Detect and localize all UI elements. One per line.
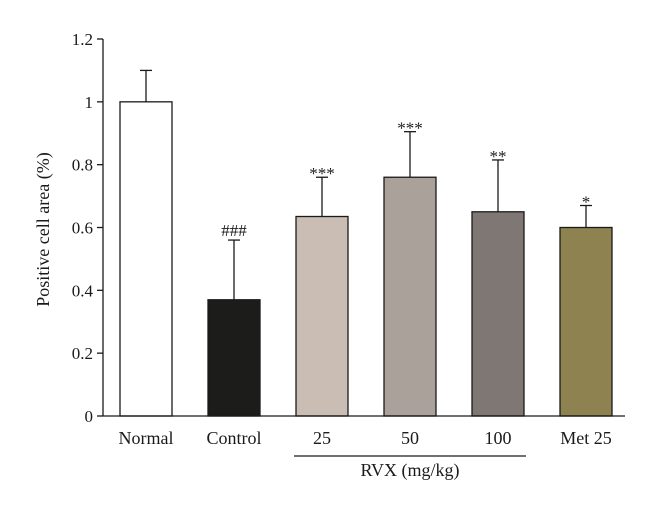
y-tick-label: 1 (85, 93, 94, 112)
y-ticks: 0 0.2 0.4 0.6 0.8 1 1.2 (72, 30, 103, 426)
bar (383, 176, 437, 417)
bar (119, 101, 173, 417)
category-label: Met 25 (560, 428, 612, 448)
y-axis-label: Positive cell area (%) (33, 152, 54, 306)
bar (559, 226, 613, 417)
significance-labels: ###********* (221, 119, 590, 240)
y-tick-label: 0 (85, 407, 94, 426)
y-tick-label: 1.2 (72, 30, 93, 49)
significance-label: *** (309, 164, 335, 183)
category-label: 50 (401, 428, 419, 448)
y-tick-label: 0.2 (72, 344, 93, 363)
category-labels: Normal Control 25 50 100 Met 25 (119, 428, 612, 448)
bar (295, 215, 349, 417)
error-bars (140, 69, 592, 300)
category-label: 100 (485, 428, 512, 448)
bars (119, 101, 613, 417)
group-label: RVX (mg/kg) (360, 460, 459, 481)
significance-label: ### (221, 221, 247, 240)
y-tick-label: 0.6 (72, 219, 93, 238)
y-tick-label: 0.8 (72, 156, 93, 175)
significance-label: *** (397, 119, 423, 138)
bar (471, 211, 525, 417)
significance-label: * (582, 193, 591, 212)
bar (207, 299, 261, 417)
significance-label: ** (490, 147, 507, 166)
category-label: Control (206, 428, 261, 448)
category-label: Normal (119, 428, 174, 448)
category-label: 25 (313, 428, 331, 448)
y-tick-label: 0.4 (72, 281, 94, 300)
